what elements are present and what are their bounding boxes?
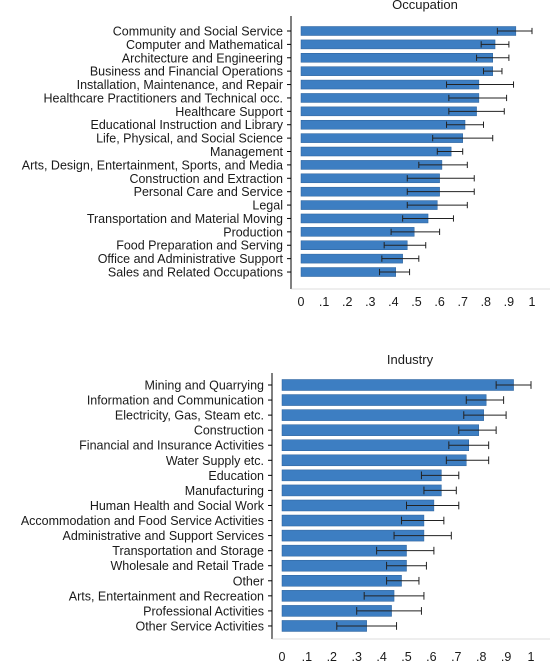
x-tick-label: .3 xyxy=(351,650,361,662)
category-label: Educational Instruction and Library xyxy=(91,118,284,132)
category-label: Arts, Design, Entertainment, Sports, and… xyxy=(22,158,283,172)
category-label: Healthcare Practitioners and Technical o… xyxy=(44,91,283,105)
x-tick-label: .8 xyxy=(476,650,486,662)
category-label: Computer and Mathematical xyxy=(126,38,283,52)
category-label: Arts, Entertainment and Recreation xyxy=(69,589,264,603)
bar xyxy=(300,146,452,157)
panel-title: Occupation xyxy=(392,0,458,12)
category-label: Wholesale and Retail Trade xyxy=(110,559,264,573)
category-label: Construction and Extraction xyxy=(129,172,283,186)
category-label: Manufacturing xyxy=(185,484,264,498)
x-tick-label: .2 xyxy=(327,650,337,662)
category-label: Construction xyxy=(194,424,264,438)
x-tick-label: .6 xyxy=(426,650,436,662)
category-label: Administrative and Support Services xyxy=(63,529,264,543)
category-label: Accommodation and Food Service Activitie… xyxy=(21,514,264,528)
bar xyxy=(300,66,493,76)
category-label: Financial and Insurance Activities xyxy=(79,439,264,453)
category-label: Life, Physical, and Social Science xyxy=(96,132,283,146)
x-tick-label: 0 xyxy=(279,650,286,662)
x-tick-label: 1 xyxy=(528,650,535,662)
x-tick-label: .4 xyxy=(388,295,398,309)
category-label: Sales and Related Occupations xyxy=(108,266,283,280)
category-label: Transportation and Storage xyxy=(112,544,264,558)
x-tick-label: .7 xyxy=(451,650,461,662)
x-tick-label: .9 xyxy=(501,650,511,662)
category-label: Architecture and Engineering xyxy=(122,51,283,65)
x-tick-label: .2 xyxy=(342,295,352,309)
bar xyxy=(300,53,493,63)
category-label: Professional Activities xyxy=(143,604,264,618)
x-tick-label: 1 xyxy=(529,295,536,309)
category-label: Education xyxy=(208,469,264,483)
category-label: Healthcare Support xyxy=(175,105,283,119)
category-label: Management xyxy=(210,145,283,159)
category-label: Water Supply etc. xyxy=(166,454,264,468)
bar xyxy=(281,484,442,497)
category-label: Human Health and Social Work xyxy=(90,499,265,513)
category-label: Business and Financial Operations xyxy=(90,65,283,79)
x-tick-label: .7 xyxy=(457,295,467,309)
category-label: Other Service Activities xyxy=(135,619,264,633)
bar xyxy=(281,575,402,587)
x-tick-label: .9 xyxy=(504,295,514,309)
category-label: Food Preparation and Serving xyxy=(116,239,283,253)
x-tick-label: .6 xyxy=(434,295,444,309)
category-label: Installation, Maintenance, and Repair xyxy=(77,78,283,92)
category-label: Electricity, Gas, Steam etc. xyxy=(115,409,264,423)
x-tick-label: .5 xyxy=(401,650,411,662)
bar xyxy=(281,439,469,451)
panel-industry: Industry Mining and QuarryingInformation … xyxy=(21,352,550,662)
x-tick-label: 0 xyxy=(298,295,305,309)
category-label: Transportation and Material Moving xyxy=(87,212,283,226)
x-tick-label: .3 xyxy=(365,295,375,309)
bar xyxy=(281,409,484,421)
category-label: Other xyxy=(233,574,264,588)
x-tick-label: .8 xyxy=(481,295,491,309)
bar xyxy=(300,119,466,130)
x-tick-label: .5 xyxy=(411,295,421,309)
category-label: Information and Communication xyxy=(87,394,264,408)
bar xyxy=(281,469,442,482)
bar xyxy=(300,39,496,50)
x-tick-label: .1 xyxy=(319,295,329,309)
category-label: Production xyxy=(223,225,283,239)
x-tick-label: .1 xyxy=(302,650,312,662)
panel-title: Industry xyxy=(387,352,434,367)
bar xyxy=(281,424,479,436)
bar xyxy=(300,26,517,36)
category-label: Mining and Quarrying xyxy=(144,379,264,393)
bar xyxy=(281,379,514,391)
category-label: Office and Administrative Support xyxy=(98,252,284,266)
bar xyxy=(281,394,487,406)
category-label: Personal Care and Service xyxy=(134,185,283,199)
bar xyxy=(281,454,467,467)
x-tick-label: .4 xyxy=(376,650,386,662)
category-label: Legal xyxy=(252,199,283,213)
category-label: Community and Social Service xyxy=(113,25,283,39)
